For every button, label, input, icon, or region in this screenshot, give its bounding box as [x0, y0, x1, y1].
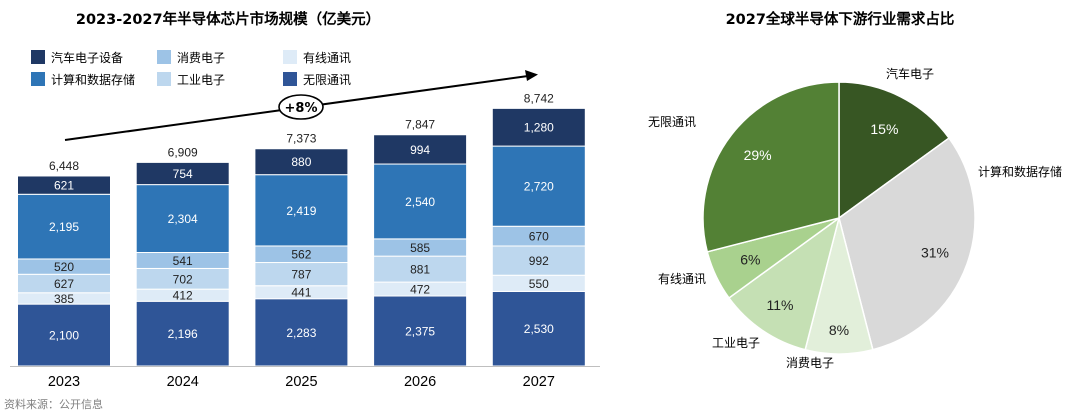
bar-total-label-2026: 7,847 — [405, 118, 435, 132]
bar-value-label-2027-s1: 550 — [529, 277, 549, 291]
bar-segment-2023-s5 — [17, 175, 111, 195]
bar-segment-2027-s4 — [491, 145, 586, 227]
growth-badge — [278, 94, 324, 120]
bar-value-label-2025-s5: 880 — [291, 155, 311, 169]
legend-label-s5: 汽车电子设备 — [51, 50, 123, 65]
bar-segment-2025-s5 — [254, 148, 349, 176]
bar-segment-2025-s0 — [254, 298, 349, 367]
legend-swatch-s0 — [283, 72, 297, 86]
pie-category-label-1: 计算和数据存储 — [978, 164, 1062, 179]
bar-segment-2027-s0 — [491, 290, 586, 367]
pie-category-label-2: 消费电子 — [786, 356, 834, 370]
bar-value-label-2026-s3: 585 — [410, 241, 430, 255]
legend-swatch-s1 — [283, 50, 297, 64]
x-tick-label-2025: 2025 — [285, 374, 317, 390]
bar-segment-2023-s4 — [17, 193, 111, 260]
legend-label-s0: 无限通讯 — [303, 73, 351, 87]
pie-slice-5 — [702, 81, 840, 253]
bar-segment-2026-s4 — [373, 163, 468, 240]
legend-swatch-s5 — [31, 50, 45, 64]
x-tick-label-2026: 2026 — [404, 374, 436, 390]
bar-value-label-2024-s5: 754 — [173, 167, 193, 181]
bar-value-label-2024-s3: 541 — [173, 254, 193, 268]
x-tick-label-2024: 2024 — [167, 374, 199, 390]
legend-label-s2: 工业电子 — [177, 73, 225, 87]
growth-label: +8% — [285, 101, 318, 116]
x-tick-label-2027: 2027 — [523, 374, 555, 390]
pie-category-label-3: 工业电子 — [712, 336, 760, 350]
pie-category-label-4: 有线通讯 — [658, 272, 706, 286]
bar-value-label-2023-s4: 2,195 — [49, 220, 79, 234]
bar-segment-2024-s5 — [135, 161, 230, 186]
legend-label-s1: 有线通讯 — [303, 51, 351, 65]
pie-value-label-4: 6% — [740, 252, 760, 268]
bar-segment-2025-s4 — [254, 174, 349, 247]
bar-value-label-2026-s0: 2,375 — [405, 325, 435, 339]
bar-value-label-2023-s5: 621 — [54, 179, 74, 193]
bar-value-label-2026-s5: 994 — [410, 143, 430, 157]
pie-value-label-3: 11% — [766, 297, 793, 313]
pie-labels: 15% 汽车电子 31% 计算和数据存储 8% 消费电子 11% 工业电子 6% 有线通讯 29% 无… — [648, 66, 1062, 370]
bar-segment-2024-s0 — [135, 300, 230, 367]
bar-value-label-2027-s5: 1,280 — [524, 121, 554, 135]
bar-value-label-2024-s4: 2,304 — [168, 212, 198, 226]
bar-value-label-2026-s1: 472 — [410, 283, 430, 297]
bar-value-label-2025-s1: 441 — [291, 286, 311, 300]
bar-value-label-2025-s4: 2,419 — [286, 204, 316, 218]
bar-value-label-2027-s3: 670 — [529, 230, 549, 244]
bar-value-label-2024-s0: 2,196 — [168, 327, 198, 341]
pie-slice-3 — [727, 216, 841, 351]
bar-value-label-2023-s0: 2,100 — [49, 329, 79, 343]
bar-value-label-2024-s1: 412 — [173, 289, 193, 303]
bar-total-label-2024: 6,909 — [168, 145, 198, 159]
legend-label-s4: 计算和数据存储 — [51, 72, 135, 87]
bar-value-label-2024-s2: 702 — [173, 272, 193, 286]
bar-segment-2026-s2 — [373, 255, 468, 283]
bar-value-label-2027-s0: 2,530 — [524, 322, 554, 336]
bar-segment-2027-s5 — [491, 107, 586, 147]
pie-chart: 2027全球半导体下游行业需求占比 15% 汽车电子 31% 计算和数据存储 8% 消费电… — [648, 10, 1062, 370]
pie-value-label-2: 8% — [829, 322, 849, 338]
bar-total-label-2023: 6,448 — [49, 159, 79, 173]
pie-slice-1 — [838, 137, 976, 351]
bar-value-label-2027-s4: 2,720 — [524, 180, 554, 194]
pie-slices — [702, 81, 976, 355]
bar-value-label-2023-s2: 627 — [54, 277, 74, 291]
legend-swatch-s3 — [157, 50, 171, 64]
x-axis-ticks: 2023 2024 2025 2026 2027 — [48, 374, 555, 390]
bar-total-label-2025: 7,373 — [286, 132, 316, 146]
bar-total-label-2027: 8,742 — [524, 91, 554, 105]
legend-label-s3: 消费电子 — [177, 51, 225, 65]
bar-value-label-2023-s3: 520 — [54, 260, 74, 274]
bar-value-label-2027-s2: 992 — [529, 254, 549, 268]
legend-swatch-s2 — [157, 72, 171, 86]
pie-value-label-1: 31% — [921, 245, 949, 261]
bar-segment-2024-s4 — [135, 184, 230, 254]
bar-value-label-2023-s1: 385 — [54, 292, 74, 306]
bar-chart: 2023-2027年半导体芯片市场规模（亿美元） 汽车电子设备 消费电子 有线通讯计… — [10, 10, 600, 390]
bar-value-label-2025-s3: 562 — [291, 248, 311, 262]
pie-chart-title: 2027全球半导体下游行业需求占比 — [726, 10, 955, 28]
pie-category-label-0: 汽车电子 — [886, 66, 934, 81]
pie-value-label-0: 15% — [870, 121, 898, 137]
bar-value-label-2026-s4: 2,540 — [405, 195, 435, 209]
growth-arrow-head — [525, 70, 538, 81]
bar-value-label-2026-s2: 881 — [410, 263, 430, 277]
bar-segment-2023-s0 — [17, 303, 111, 367]
bar-value-label-2025-s0: 2,283 — [286, 326, 316, 340]
bar-value-label-2025-s2: 787 — [291, 268, 311, 282]
growth-annotation: +8% — [64, 70, 538, 141]
pie-value-label-5: 29% — [744, 147, 772, 163]
x-tick-label-2023: 2023 — [48, 374, 80, 390]
source-note: 资料来源：公开信息 — [4, 398, 103, 411]
bar-segment-2026-s5 — [373, 134, 468, 165]
bar-chart-title: 2023-2027年半导体芯片市场规模（亿美元） — [76, 10, 380, 28]
pie-slice-0 — [838, 81, 951, 220]
pie-category-label-5: 无限通讯 — [648, 115, 696, 129]
legend-swatch-s4 — [31, 72, 45, 86]
